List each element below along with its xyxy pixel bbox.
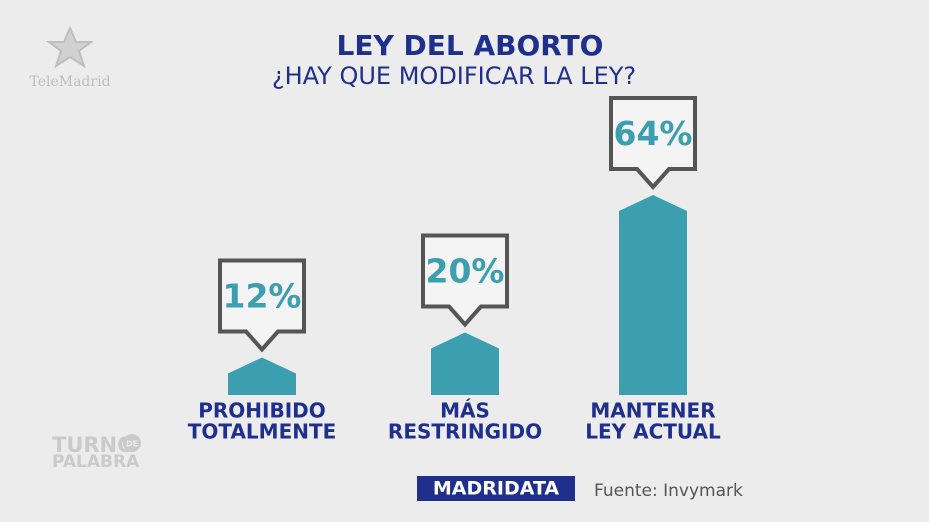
show-bottom: PALABRA (52, 452, 140, 472)
brand: MADRIDATA (433, 478, 560, 500)
brand-box (417, 476, 575, 501)
value-label: 20% (426, 252, 505, 291)
bar (228, 357, 296, 395)
category-label: MANTENER (590, 399, 715, 423)
category-label: RESTRINGIDO (388, 420, 542, 444)
channel-logo: TeleMadrid (29, 25, 111, 90)
value-callout (421, 233, 509, 328)
category-label: TOTALMENTE (188, 420, 337, 444)
show-top: TURNO (52, 433, 135, 457)
show-logo: TURNO DE PALABRA (52, 433, 141, 472)
bar (431, 332, 499, 395)
category-label: MÁS (440, 399, 490, 423)
value-label: 64% (614, 114, 693, 153)
category-label: PROHIBIDO (198, 399, 326, 423)
chart-subtitle: ¿HAY QUE MODIFICAR LA LEY? (272, 62, 636, 90)
value-label: 12% (223, 277, 302, 316)
source: Fuente: Invymark (594, 481, 743, 501)
value-callout (609, 96, 697, 191)
category-label: LEY ACTUAL (585, 420, 721, 444)
show-dot (123, 434, 141, 452)
value-callout (218, 258, 306, 353)
logo-star (46, 25, 94, 69)
logo-text: TeleMadrid (29, 74, 110, 90)
show-middle: DE (126, 440, 138, 449)
bar (619, 195, 687, 395)
chart-title: LEY DEL ABORTO (337, 29, 604, 62)
